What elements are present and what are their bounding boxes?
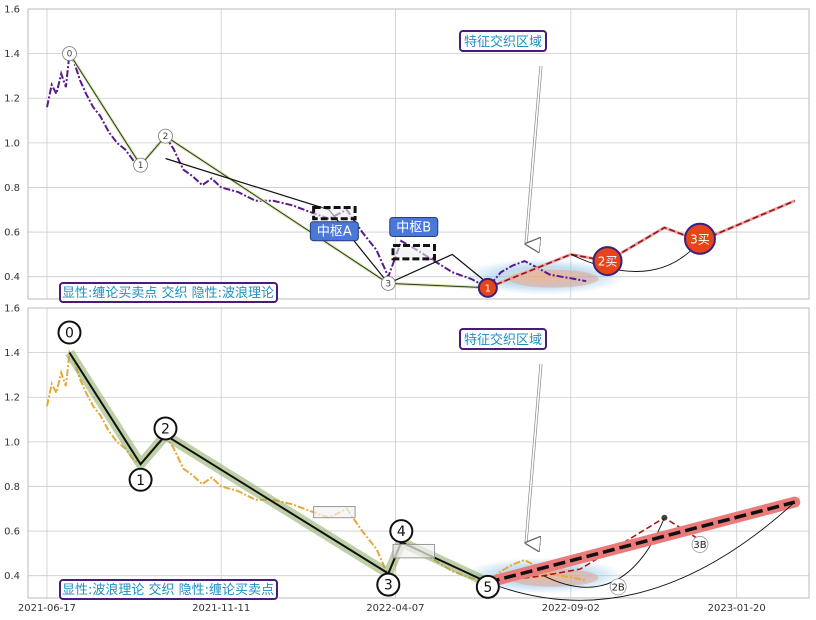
top-interweave-zone xyxy=(461,258,626,295)
x-tick-label: 2021-11-11 xyxy=(192,603,250,614)
zhongshu-label: 中枢A xyxy=(317,225,352,240)
top-caption-box xyxy=(59,282,278,303)
target-arc xyxy=(487,501,796,601)
wave-label-circle xyxy=(62,46,77,62)
bottom-x-axis: 2021-06-17 2021-11-11 2022-04-07 2022-09-02… xyxy=(18,603,766,614)
wave-label-circle xyxy=(133,157,148,173)
x-tick-label: 2022-09-02 xyxy=(542,603,600,614)
top-caption: 显性:缠论买卖点 交织 隐性:波浪理论 xyxy=(59,282,278,303)
buy-point-marker xyxy=(592,246,623,277)
bottom-callout-arrow-inner xyxy=(526,363,542,543)
interweave-zone-core xyxy=(508,269,599,288)
bottom-overlays: 0 1 2 3 4 5 2B 3B xyxy=(57,320,709,599)
y-tick-label: 0.4 xyxy=(4,571,20,582)
wave-label-circle xyxy=(128,467,153,492)
wave-label: 1 xyxy=(136,473,145,489)
x-tick-label: 2021-06-17 xyxy=(18,603,76,614)
zhongshu-label: 中枢B xyxy=(396,220,431,235)
zhongshu-label-box xyxy=(389,216,439,237)
wave-label-circle xyxy=(475,574,500,599)
zhongshu-label-box xyxy=(309,221,359,242)
top-caption-text: 显性:缠论买卖点 交织 隐性:波浪理论 xyxy=(62,285,274,301)
bottom-callout-box xyxy=(459,328,547,350)
wave-label-circle xyxy=(380,275,396,291)
y-tick-label: 1.0 xyxy=(4,437,20,448)
zhongshu-box xyxy=(391,243,436,261)
top-callout-arrow-inner xyxy=(526,65,542,244)
wave-label: 1 xyxy=(138,161,144,171)
buy-point-marker xyxy=(477,277,498,298)
bottom-y-axis: 0.4 0.6 0.8 1.0 1.2 1.4 1.6 xyxy=(4,304,20,583)
wave-label: 0 xyxy=(65,326,74,342)
y-tick-label: 1.0 xyxy=(4,138,20,149)
y-tick-label: 1.6 xyxy=(4,5,20,16)
y-tick-label: 0.4 xyxy=(4,272,20,283)
top-callout-box xyxy=(459,30,547,52)
wave-label-circle xyxy=(57,320,82,345)
bottom-panel-frame xyxy=(27,307,810,599)
top-overlays: 中枢A 中枢B 0 1 2 3 1 2买 3买 xyxy=(62,46,716,298)
wave-label: 4 xyxy=(397,524,406,540)
y-tick-label: 1.2 xyxy=(4,393,20,404)
wave-label: 5 xyxy=(483,580,492,596)
bottom-caption-box xyxy=(59,579,278,600)
wave-label: 2 xyxy=(161,421,170,437)
top-panel: 0.4 0.6 0.8 1.0 1.2 1.4 1.6 中枢A 中枢B 0 1 2 3 1 2买 3买 特征… xyxy=(4,5,810,303)
buy-point-marker xyxy=(683,222,716,255)
bottom-caption-text: 显性:波浪理论 交织 隐性:缠论买卖点 xyxy=(62,582,274,598)
y-tick-label: 1.4 xyxy=(4,348,20,359)
bottom-callout: 特征交织区域 xyxy=(459,328,547,543)
zhongshu-box xyxy=(312,206,357,221)
price-line xyxy=(46,50,587,290)
wave-label: 0 xyxy=(67,50,73,60)
wave-label: 3 xyxy=(384,578,393,594)
top-y-axis: 0.4 0.6 0.8 1.0 1.2 1.4 1.6 xyxy=(4,5,20,284)
y-tick-label: 1.4 xyxy=(4,49,20,60)
bottom-callout-text: 特征交织区域 xyxy=(464,332,542,348)
bottom-caption: 显性:波浪理论 交织 隐性:缠论买卖点 xyxy=(59,579,278,600)
buy-point-marker xyxy=(691,536,709,553)
top-callout-text: 特征交织区域 xyxy=(464,34,542,50)
top-panel-frame xyxy=(27,8,810,300)
zhongshu-ghost-box xyxy=(392,543,435,559)
top-callout: 特征交织区域 xyxy=(459,30,547,244)
y-tick-label: 0.6 xyxy=(4,527,20,538)
buy-point-label: 3买 xyxy=(690,232,710,246)
wave-label: 3 xyxy=(385,279,391,289)
projection-arc xyxy=(570,240,701,272)
buy-point-label: 2买 xyxy=(598,255,618,269)
buy-point-label: 3B xyxy=(693,540,706,551)
buy-point-label: 2B xyxy=(612,582,625,593)
buy-point-marker xyxy=(609,578,627,596)
y-tick-label: 0.8 xyxy=(4,183,20,194)
wave-label-circle xyxy=(153,416,178,441)
zhongshu-ghost-box xyxy=(313,506,356,519)
y-tick-label: 0.8 xyxy=(4,482,20,493)
wave-label-circle xyxy=(158,128,173,144)
target-line xyxy=(487,500,796,585)
interweave-zone-glow xyxy=(461,258,626,295)
wave-label: 2 xyxy=(163,132,169,142)
bottom-panel: 0.4 0.6 0.8 1.0 1.2 1.4 1.6 2021-06-17 2021-11-… xyxy=(4,304,810,614)
y-tick-label: 0.6 xyxy=(4,228,20,239)
x-tick-label: 2022-04-07 xyxy=(366,603,424,614)
y-tick-label: 1.2 xyxy=(4,94,20,105)
y-tick-label: 1.6 xyxy=(4,304,20,315)
projection-line xyxy=(487,200,796,289)
buy-point-label: 1 xyxy=(485,283,491,294)
wave-label-circle xyxy=(389,519,414,544)
x-tick-label: 2023-01-20 xyxy=(708,603,766,614)
price-line xyxy=(46,349,587,584)
wave-label-circle xyxy=(376,572,401,597)
